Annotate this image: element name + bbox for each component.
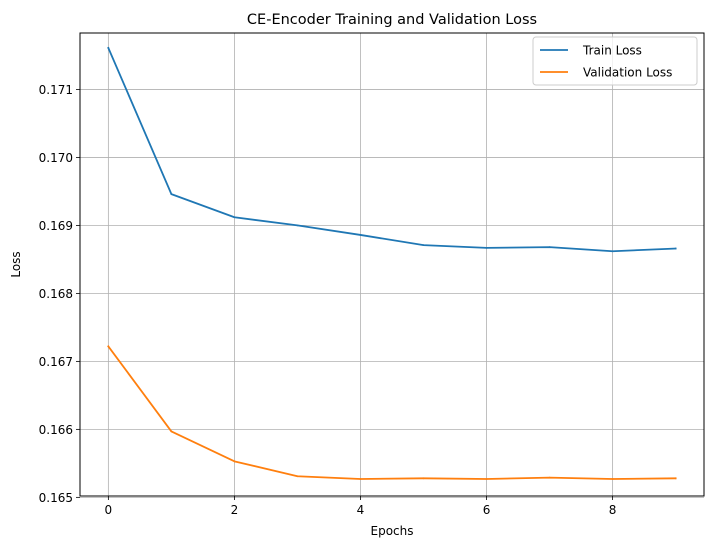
x-tick-label: 8 [609,503,617,517]
y-tick-label: 0.170 [39,151,73,165]
data-point-train-loss [359,234,362,236]
y-tick-label: 0.167 [39,355,73,369]
series-lines [107,46,677,480]
y-axis-label: Loss [9,251,23,277]
data-point-train-loss [422,244,425,247]
legend: Train Loss Validation Loss [532,36,698,86]
data-point-validation-loss [422,477,425,480]
data-point-train-loss [233,216,236,219]
chart-title: CE-Encoder Training and Validation Loss [247,12,537,28]
y-tick-label: 0.166 [39,423,73,437]
y-tick-label: 0.171 [39,83,73,97]
data-point-validation-loss [170,430,173,433]
plot-area-frame [79,32,705,497]
data-point-train-loss [548,246,551,249]
data-point-train-loss [674,247,677,250]
x-axis-ticks: 0 2 4 6 8 [105,496,617,517]
grid [80,33,704,498]
x-tick-label: 0 [105,503,113,517]
legend-label-validation-loss: Validation Loss [583,66,672,80]
data-point-validation-loss [233,460,236,463]
y-tick-label: 0.165 [39,491,73,505]
legend-label-train-loss: Train Loss [582,44,642,58]
data-point-validation-loss [485,478,488,480]
y-tick-label: 0.169 [39,219,73,233]
series-line-validation-loss [107,345,677,480]
y-axis-ticks: 0.165 0.166 0.167 0.168 0.169 0.170 0.171 [39,83,80,505]
series-line-train-loss [107,46,677,253]
legend-frame [532,36,698,86]
data-point-validation-loss [107,345,110,348]
data-point-validation-loss [674,477,677,480]
data-point-validation-loss [548,476,551,479]
x-axis-label: Epochs [371,524,414,538]
data-point-train-loss [296,224,299,227]
data-point-train-loss [611,250,614,253]
y-tick-label: 0.168 [39,287,73,301]
x-tick-label: 2 [231,503,239,517]
data-point-validation-loss [611,478,614,480]
data-point-train-loss [485,246,488,249]
data-point-train-loss [107,47,110,49]
data-point-train-loss [170,193,173,196]
x-tick-label: 4 [357,503,365,517]
data-point-validation-loss [359,478,362,480]
data-point-validation-loss [296,475,299,478]
x-tick-label: 6 [483,503,491,517]
